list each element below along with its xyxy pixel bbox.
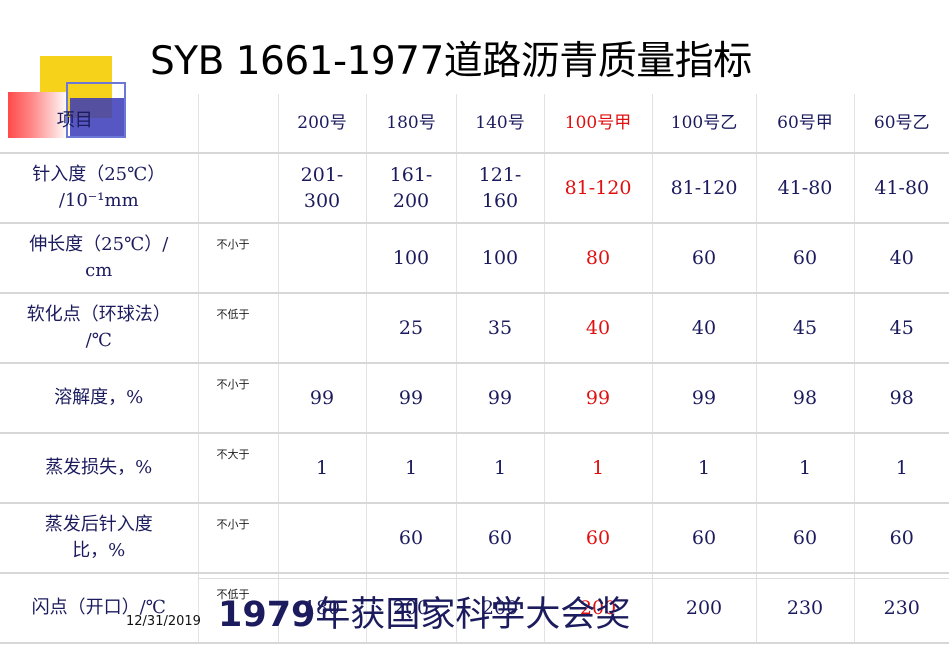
value-cell: 40 — [854, 223, 949, 294]
row-label-cell: 溶解度，% — [0, 363, 199, 434]
grade-header-180: 180号 — [366, 94, 457, 154]
row-label-unit: cm — [85, 260, 113, 281]
value-cell — [278, 223, 367, 294]
grade-header-100a: 100号甲 — [544, 94, 653, 154]
value-cell: 200 — [456, 573, 545, 644]
slide-title: SYB 1661-1977道路沥青质量指标 — [150, 39, 752, 84]
value-cell: 35 — [456, 293, 545, 364]
value-cell: 81-120 — [544, 153, 653, 224]
item-header-cell: 项目 — [0, 94, 199, 154]
row-label-cell: 蒸发后针入度 比，% — [0, 503, 199, 574]
item-header: 项目 — [56, 110, 93, 131]
value-cell: 40 — [652, 293, 757, 364]
value-cell: 98 — [756, 363, 855, 434]
row-condition: 不大于 — [198, 433, 279, 504]
value-cell: 98 — [854, 363, 949, 434]
row-label-unit: 比，% — [72, 540, 126, 561]
value-cell: 200 — [544, 573, 653, 644]
grade-header-60b: 60号乙 — [854, 94, 949, 154]
value-cell: 45 — [854, 293, 949, 364]
award-year: 1979 — [218, 595, 316, 635]
value-cell — [278, 293, 367, 364]
value-cell: 230 — [854, 573, 949, 644]
award-text: 年获国家科学大会奖 — [315, 595, 631, 635]
value-cell: 99 — [652, 363, 757, 434]
row-condition: 不小于 — [198, 223, 279, 294]
row-condition: 不小于 — [198, 503, 279, 574]
award-caption: 1979年获国家科学大会奖 — [218, 586, 630, 637]
grade-header-60a: 60号甲 — [756, 94, 855, 154]
value-cell: 81-120 — [652, 153, 757, 224]
value-cell: 60 — [652, 503, 757, 574]
value-cell: 180 — [278, 573, 367, 644]
value-cell: 1 — [366, 433, 457, 504]
value-cell: 1 — [278, 433, 367, 504]
table-header-row: 项目 200号 180号 140号 100号甲 100号乙 60号甲 60号乙 — [0, 94, 949, 154]
value-cell: 1 — [456, 433, 545, 504]
table-row: 伸长度（25℃）/cm 不小于 100 100 80 60 60 40 — [0, 223, 949, 294]
value-cell: 201- 300 — [278, 153, 367, 224]
row-condition: 不低于 — [198, 573, 279, 644]
grade-header-140: 140号 — [456, 94, 545, 154]
row-label: 伸长度（25℃）/ — [29, 234, 169, 255]
value-cell: 45 — [756, 293, 855, 364]
value-cell — [278, 503, 367, 574]
table-row: 软化点（环球法）/℃ 不低于 25 35 40 40 45 45 — [0, 293, 949, 364]
value-cell: 40 — [544, 293, 653, 364]
row-condition: 不低于 — [198, 293, 279, 364]
row-label: 蒸发后针入度 — [44, 514, 153, 535]
value-cell: 60 — [652, 223, 757, 294]
row-label-unit: /℃ — [85, 330, 112, 351]
row-label-cell: 闪点（开口）/℃ — [0, 573, 199, 644]
value-cell: 60 — [756, 223, 855, 294]
row-label: 软化点（环球法） — [26, 304, 171, 325]
row-label: 闪点（开口）/℃ — [31, 597, 166, 618]
row-label: 蒸发损失，% — [45, 457, 153, 478]
table-row: 蒸发损失，% 不大于 1 1 1 1 1 1 1 — [0, 433, 949, 504]
value-cell: 80 — [544, 223, 653, 294]
row-label-unit: /10⁻¹mm — [58, 190, 139, 211]
row-label: 针入度（25℃） — [32, 164, 166, 185]
value-cell: 41-80 — [854, 153, 949, 224]
value-cell: 60 — [854, 503, 949, 574]
grade-header-100b: 100号乙 — [652, 94, 757, 154]
value-cell: 99 — [544, 363, 653, 434]
condition-header-cell — [198, 94, 279, 154]
value-cell: 1 — [544, 433, 653, 504]
row-condition — [198, 153, 279, 224]
table-row: 蒸发后针入度 比，% 不小于 60 60 60 60 60 60 — [0, 503, 949, 574]
row-label-cell: 针入度（25℃） /10⁻¹mm — [0, 153, 199, 224]
row-label-cell: 伸长度（25℃）/ cm — [0, 223, 199, 294]
value-cell: 200 — [366, 573, 457, 644]
value-cell: 60 — [756, 503, 855, 574]
value-cell: 41-80 — [756, 153, 855, 224]
value-cell: 100 — [456, 223, 545, 294]
value-cell: 99 — [366, 363, 457, 434]
value-cell: 230 — [756, 573, 855, 644]
value-cell: 25 — [366, 293, 457, 364]
row-label: 溶解度，% — [54, 387, 144, 408]
table-row: 针入度（25℃）/10⁻¹mm 201- 300 161- 200 121- 160 8… — [0, 153, 949, 224]
value-cell: 121- 160 — [456, 153, 545, 224]
value-cell: 161- 200 — [366, 153, 457, 224]
value-cell: 100 — [366, 223, 457, 294]
row-label-cell: 蒸发损失，% — [0, 433, 199, 504]
value-cell: 60 — [544, 503, 653, 574]
value-cell: 60 — [366, 503, 457, 574]
bottom-divider — [198, 578, 949, 579]
value-cell: 1 — [756, 433, 855, 504]
value-cell: 60 — [456, 503, 545, 574]
quality-spec-table: 项目 200号 180号 140号 100号甲 100号乙 60号甲 60号乙 … — [0, 94, 949, 644]
grade-header-200: 200号 — [278, 94, 367, 154]
value-cell: 200 — [652, 573, 757, 644]
table-row: 闪点（开口）/℃ 不低于 180 200 200 200 200 230 230 — [0, 573, 949, 644]
value-cell: 99 — [456, 363, 545, 434]
value-cell: 1 — [854, 433, 949, 504]
slide-date: 12/31/2019 — [126, 614, 201, 629]
row-condition: 不小于 — [198, 363, 279, 434]
value-cell: 99 — [278, 363, 367, 434]
value-cell: 1 — [652, 433, 757, 504]
table-row: 溶解度，% 不小于 99 99 99 99 99 98 98 — [0, 363, 949, 434]
row-label-cell: 软化点（环球法） /℃ — [0, 293, 199, 364]
